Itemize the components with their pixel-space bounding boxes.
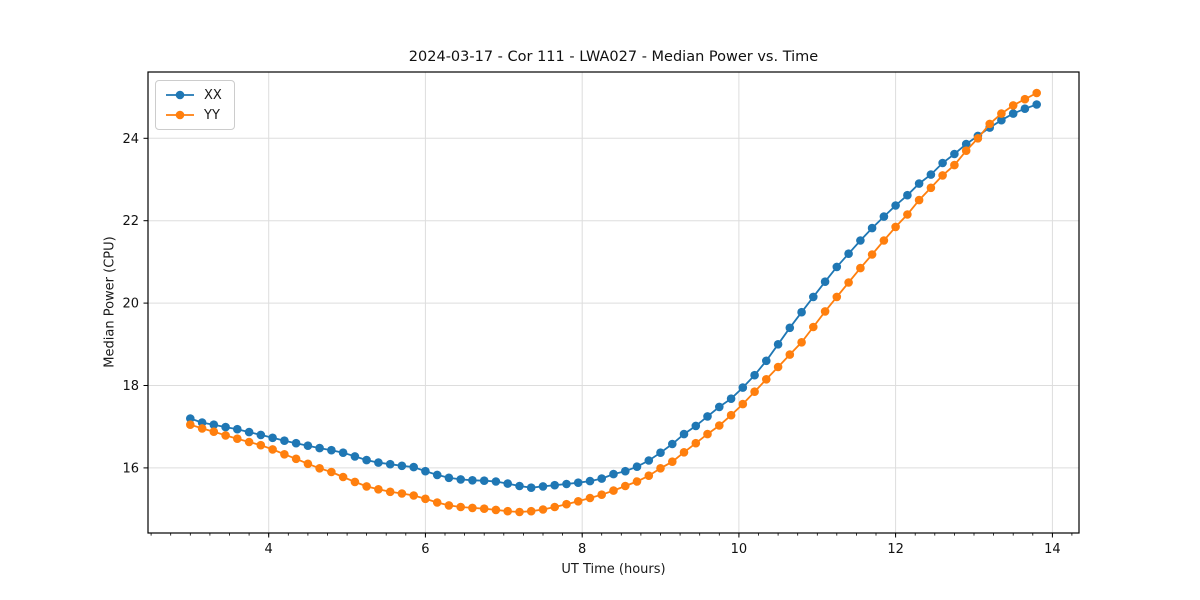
series-xx: [186, 100, 1041, 493]
gridlines: [148, 72, 1079, 533]
legend-label-xx: XX: [204, 87, 222, 103]
svg-text:12: 12: [887, 542, 904, 557]
svg-text:16: 16: [122, 461, 139, 476]
chart-title: 2024-03-17 - Cor 111 - LWA027 - Median P…: [408, 49, 819, 65]
x-axis-label: UT Time (hours): [561, 562, 666, 577]
svg-text:6: 6: [421, 542, 429, 557]
legend-line-marker-xx-icon: [166, 90, 194, 100]
svg-text:24: 24: [122, 132, 139, 147]
svg-text:14: 14: [1044, 542, 1061, 557]
svg-text:20: 20: [122, 297, 139, 312]
plot-frame: [147, 71, 1080, 534]
svg-text:8: 8: [578, 542, 586, 557]
legend-item-yy: YY: [165, 105, 222, 125]
y-tick-labels: 16 18 20 22 24: [122, 132, 139, 477]
svg-text:10: 10: [731, 542, 748, 557]
series-yy: [186, 88, 1041, 517]
y-axis-label: Median Power (CPU): [102, 236, 118, 368]
svg-text:18: 18: [122, 379, 139, 394]
legend-line-marker-yy-icon: [166, 110, 194, 120]
x-major-ticks: [268, 533, 1053, 538]
legend: XX YY: [155, 80, 235, 130]
svg-text:4: 4: [265, 542, 273, 557]
svg-text:22: 22: [122, 214, 139, 229]
x-tick-labels: 4 6 8 10 12 14: [265, 542, 1061, 557]
legend-item-xx: XX: [165, 85, 222, 105]
y-major-ticks: [143, 137, 148, 469]
legend-label-yy: YY: [204, 107, 220, 123]
